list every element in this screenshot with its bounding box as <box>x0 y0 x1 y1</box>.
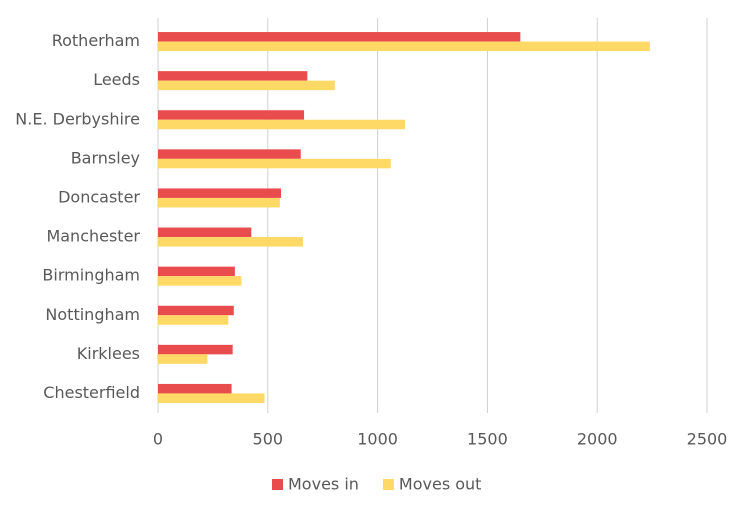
bar <box>158 158 391 169</box>
legend-swatch <box>272 479 283 490</box>
y-tick-label: Kirklees <box>77 344 140 363</box>
y-tick-label: Manchester <box>46 227 140 246</box>
bar <box>158 71 308 81</box>
x-tick-label: 500 <box>253 430 284 449</box>
legend-swatch <box>382 479 394 490</box>
legend-label: Moves out <box>399 475 482 494</box>
bar <box>158 354 208 364</box>
bar <box>158 188 281 198</box>
bar <box>158 227 252 238</box>
bar <box>158 237 303 247</box>
y-tick-label: Chesterfield <box>43 383 140 402</box>
bar <box>158 344 233 355</box>
bar <box>158 119 406 130</box>
bar <box>158 276 242 286</box>
y-tick-label: Leeds <box>93 70 140 89</box>
y-tick-label: Barnsley <box>71 148 140 167</box>
bar <box>158 315 229 325</box>
y-tick-label: Nottingham <box>45 305 140 324</box>
bar <box>158 383 232 394</box>
x-tick-label: 1000 <box>357 430 398 449</box>
bar <box>158 197 280 208</box>
x-tick-label: 1500 <box>467 430 508 449</box>
y-tick-label: N.E. Derbyshire <box>15 109 140 128</box>
y-tick-label: Doncaster <box>58 187 140 206</box>
bar <box>158 149 301 159</box>
x-tick-label: 2000 <box>577 430 618 449</box>
bar <box>158 110 305 120</box>
legend-label: Moves in <box>288 475 359 494</box>
y-tick-label: Rotherham <box>52 31 140 50</box>
bar <box>158 266 235 277</box>
y-tick-label: Birmingham <box>42 266 140 285</box>
bar <box>158 32 521 42</box>
bar <box>158 305 234 316</box>
x-tick-label: 0 <box>153 430 163 449</box>
bar <box>158 80 335 91</box>
bar <box>158 393 265 403</box>
bar <box>158 41 650 52</box>
x-tick-label: 2500 <box>687 430 728 449</box>
